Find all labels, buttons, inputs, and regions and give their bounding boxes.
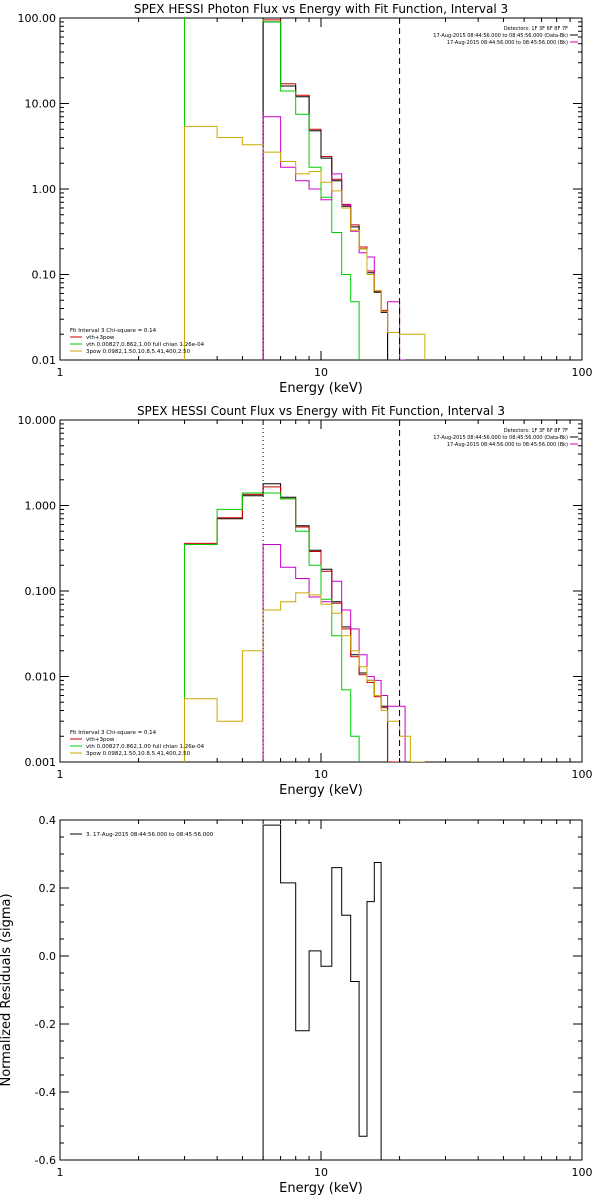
plot-frame [59,819,583,1161]
fit-legend-label: vth 0.00827,0.862,1.00 full chian 1.26e-… [86,744,205,750]
chart-panel-3: 1 10 100 -0.6 -0.4 -0.2 0.0 0.2 0.4 Energy (keV) N… [0,814,593,1196]
y-tick-label: 1.00 [32,183,57,196]
fit-legend-label: vth+3pow [86,335,115,341]
info-line: 17-Aug-2015 08:44:56.000 to 08:45:56.000… [447,40,568,46]
y-tick-label: 0.010 [25,671,57,684]
chart-panel-1: SPEX HESSI Photon Flux vs Energy with Fi… [18,2,593,396]
x-tick-label: 10 [314,366,328,379]
y-tick-label: -0.4 [35,1086,56,1099]
info-line: Detectors: 1F 3F 6F 8F 7F [504,428,568,434]
y-tick-label: 0.2 [39,882,57,895]
info-line: 17-Aug-2015 08:44:56.000 to 08:45:56.000… [447,442,568,448]
x-tick-label: 1 [57,768,64,781]
series-group [262,824,388,1160]
legend-label: 3. 17-Aug-2015 08:44:56.000 to 08:45:56.… [86,832,214,838]
y-axis-label: Normalized Residuals (sigma) [0,893,14,1086]
chart-title: SPEX HESSI Count Flux vs Energy with Fit… [137,404,505,418]
x-tick-label: 1 [57,1166,64,1179]
fit-legend-header: Fit Interval 3 Chi-square = 0.14 [70,730,157,736]
x-tick-label: 100 [572,366,593,379]
chart-panel-2: SPEX HESSI Count Flux vs Energy with Fit… [18,404,593,798]
fit-legend-header: Fit Interval 3 Chi-square = 0.14 [70,328,157,334]
y-tick-label: 0.001 [25,756,57,769]
y-tick-label: -0.6 [35,1154,56,1167]
x-tick-label: 100 [572,1166,593,1179]
x-axis-label: Energy (keV) [279,783,363,798]
series-group [184,483,425,762]
x-axis-label: Energy (keV) [279,381,363,396]
info-line: Detectors: 1F 3F 6F 8F 7F [504,26,568,32]
fit-legend-label: 3pow 0.0982,1.50,10.8,5.41,400,2.50 [86,751,191,757]
y-tick-label: 1.000 [25,500,57,513]
y-tick-label: 100.00 [18,12,57,25]
x-tick-label: 10 [314,768,328,781]
x-axis-label: Energy (keV) [279,1181,363,1196]
series-line-3 [262,544,406,762]
y-tick-label: 10.000 [18,414,57,427]
y-tick-label: 0.0 [39,950,57,963]
series-group [184,18,426,360]
series-line-4 [184,492,360,762]
fit-legend-label: vth+3pow [86,737,115,743]
series-line-1 [262,824,388,1160]
chart-title: SPEX HESSI Photon Flux vs Energy with Fi… [134,2,508,16]
y-tick-label: 10.00 [25,98,57,111]
fit-legend-label: 3pow 0.0982,1.50,10.8,5.41,400,2.50 [86,349,191,355]
y-tick-label: 0.10 [32,269,57,282]
y-tick-label: -0.2 [35,1018,56,1031]
fit-legend-label: vth 0.00827,0.862,1.00 full chian 1.26e-… [86,342,205,348]
info-line: 17-Aug-2015 08:44:56.000 to 08:45:56.000… [433,435,568,441]
x-tick-label: 100 [572,768,593,781]
series-line-3 [262,116,406,360]
series-line-5 [184,592,425,762]
x-tick-label: 1 [57,366,64,379]
y-tick-label: 0.100 [25,585,57,598]
series-line-4 [184,18,360,360]
series-line-5 [184,125,426,360]
info-line: 17-Aug-2015 08:44:56.000 to 08:45:56.000… [433,33,568,39]
y-tick-label: 0.4 [39,814,57,827]
y-tick-label: 0.01 [32,354,57,367]
x-tick-label: 10 [314,1166,328,1179]
